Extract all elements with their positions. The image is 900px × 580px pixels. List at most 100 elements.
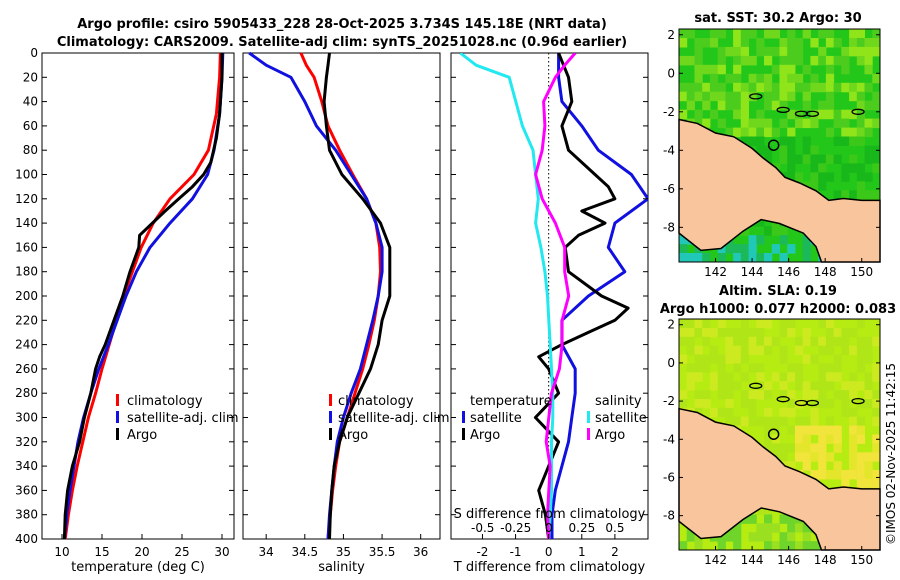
- ocean-cell: [856, 29, 865, 39]
- ocean-cell: [748, 390, 757, 400]
- ocean-cell: [872, 336, 881, 347]
- ocean-cell: [764, 523, 773, 533]
- ocean-cell: [825, 416, 835, 427]
- ocean-cell: [740, 136, 749, 146]
- ocean-cell: [779, 82, 788, 93]
- ocean-cell: [833, 390, 842, 400]
- x-axis-label: salinity: [318, 560, 365, 575]
- ocean-cell: [748, 407, 757, 418]
- ocean-cell: [733, 29, 742, 39]
- ocean-cell: [856, 100, 865, 111]
- ocean-cell: [764, 91, 773, 102]
- ocean-cell: [679, 244, 688, 254]
- map-x-tick-label: 148: [814, 553, 837, 567]
- ocean-cell: [733, 46, 742, 57]
- ocean-cell: [864, 118, 873, 129]
- ocean-cell: [872, 478, 881, 489]
- ocean-cell: [872, 46, 881, 57]
- ocean-cell: [733, 127, 742, 138]
- ocean-cell: [733, 345, 742, 356]
- y-tick-label: 80: [23, 143, 38, 157]
- ocean-cell: [864, 461, 873, 471]
- ocean-cell: [787, 514, 796, 524]
- ocean-cell: [849, 109, 858, 120]
- ocean-cell: [702, 327, 711, 338]
- ocean-cell: [740, 319, 749, 329]
- ocean-cell: [756, 118, 765, 129]
- ocean-cell: [733, 100, 742, 111]
- ocean-cell: [841, 55, 850, 66]
- ocean-cell: [849, 91, 858, 102]
- ocean-cell: [802, 381, 811, 391]
- sla-map-title-line1: Altim. SLA: 0.19: [719, 284, 837, 299]
- ocean-cell: [849, 82, 858, 93]
- ocean-cell: [740, 82, 749, 93]
- ocean-cell: [841, 136, 850, 146]
- ocean-cell: [740, 336, 749, 347]
- ocean-cell: [717, 327, 726, 338]
- map-x-tick-label: 150: [850, 553, 873, 567]
- ocean-cell: [779, 381, 788, 391]
- ocean-cell: [856, 190, 865, 200]
- ocean-cell: [733, 523, 742, 533]
- ocean-cell: [856, 363, 865, 373]
- sla-map: 142 144 146 148 150 2 0 -2 -4 -6 -8: [663, 318, 881, 567]
- ocean-cell: [771, 336, 780, 347]
- ocean-cell: [810, 172, 819, 182]
- y-tick-label: 280: [15, 386, 38, 400]
- ocean-cell: [795, 452, 804, 462]
- ocean-cell: [733, 109, 742, 120]
- ocean-cell: [795, 416, 804, 427]
- map-y-tick-label: 0: [667, 356, 675, 370]
- island: [805, 399, 820, 407]
- ocean-cell: [802, 443, 811, 453]
- ocean-cell: [733, 336, 742, 347]
- ocean-cell: [725, 416, 734, 427]
- map-x-tick-label: 150: [850, 265, 873, 279]
- ocean-cell: [756, 73, 765, 84]
- ocean-cell: [856, 354, 865, 364]
- sla-map-title-line2: Argo h1000: 0.077 h2000: 0.083: [660, 302, 896, 317]
- x-tick-label: 25: [174, 545, 189, 559]
- ocean-cell: [709, 109, 719, 120]
- figure-title-line2: Climatology: CARS2009. Satellite-adj cli…: [57, 35, 627, 50]
- ocean-cell: [833, 425, 842, 435]
- ocean-cell: [849, 470, 858, 480]
- ocean-cell: [856, 127, 865, 138]
- ocean-cell: [725, 354, 734, 364]
- ocean-cell: [833, 461, 842, 471]
- ocean-cell: [694, 372, 703, 382]
- ocean-cell: [725, 127, 734, 138]
- ocean-cell: [740, 253, 749, 263]
- series-t-satellite: [550, 53, 648, 539]
- legend-swatch-argo: [116, 428, 119, 440]
- ocean-cell: [771, 64, 780, 75]
- ocean-cell: [802, 425, 811, 435]
- ocean-cell: [818, 82, 827, 93]
- ocean-cell: [825, 100, 835, 111]
- ocean-cell: [709, 354, 719, 364]
- ocean-cell: [872, 163, 881, 173]
- ocean-cell: [779, 452, 788, 462]
- ocean-cell: [709, 372, 719, 382]
- ocean-cell: [694, 38, 703, 48]
- ocean-cell: [679, 399, 688, 409]
- ocean-cell: [771, 82, 780, 93]
- sst-map-title: sat. SST: 30.2 Argo: 30: [694, 11, 861, 26]
- y-tick-label: 160: [15, 240, 38, 254]
- ocean-cell: [748, 416, 757, 427]
- difference-legend: temperature satellite Argo salinity sate…: [462, 394, 647, 443]
- ocean-cell: [779, 532, 788, 542]
- ocean-cell: [694, 91, 703, 102]
- ocean-cell: [802, 327, 811, 338]
- ocean-cell: [795, 55, 804, 66]
- ocean-cell: [694, 109, 703, 120]
- ocean-cell: [787, 244, 796, 254]
- ocean-cell: [810, 336, 819, 347]
- ocean-cell: [756, 46, 765, 57]
- ocean-cell: [779, 327, 788, 338]
- map-x-tick-label: 144: [741, 265, 764, 279]
- ocean-cell: [787, 127, 796, 138]
- ocean-cell: [717, 381, 726, 391]
- ocean-cell: [764, 443, 773, 453]
